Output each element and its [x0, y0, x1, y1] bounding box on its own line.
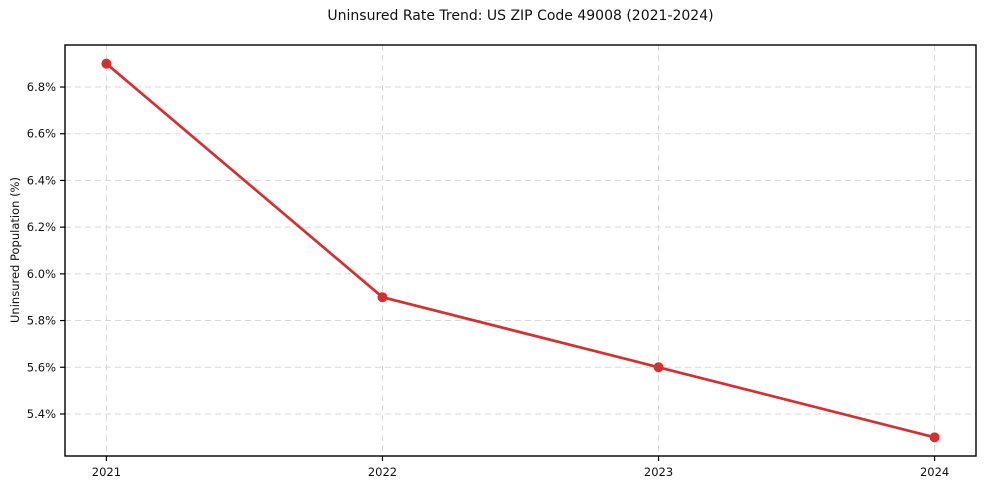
- y-tick-label: 5.8%: [27, 314, 56, 328]
- trend-line: [105, 62, 936, 439]
- data-point-marker: [101, 58, 112, 69]
- x-tick-label: 2023: [644, 465, 673, 479]
- plot-border: [64, 44, 977, 457]
- chart-title: Uninsured Rate Trend: US ZIP Code 49008 …: [327, 8, 714, 24]
- data-point-marker: [377, 292, 388, 303]
- data-point-marker: [653, 362, 664, 373]
- y-tick-label: 6.2%: [27, 220, 56, 234]
- data-point-marker: [929, 432, 940, 443]
- y-tick-label: 6.8%: [27, 80, 56, 94]
- x-tick-label: 2024: [920, 465, 949, 479]
- y-tick-label: 5.4%: [27, 407, 56, 421]
- y-tick-label: 5.6%: [27, 360, 56, 374]
- y-tick-label: 6.6%: [27, 127, 56, 141]
- y-tick-label: 6.0%: [27, 267, 56, 281]
- x-tick-label: 2022: [368, 465, 397, 479]
- y-tick-label: 6.4%: [27, 173, 56, 187]
- x-tick-label: 2021: [92, 465, 121, 479]
